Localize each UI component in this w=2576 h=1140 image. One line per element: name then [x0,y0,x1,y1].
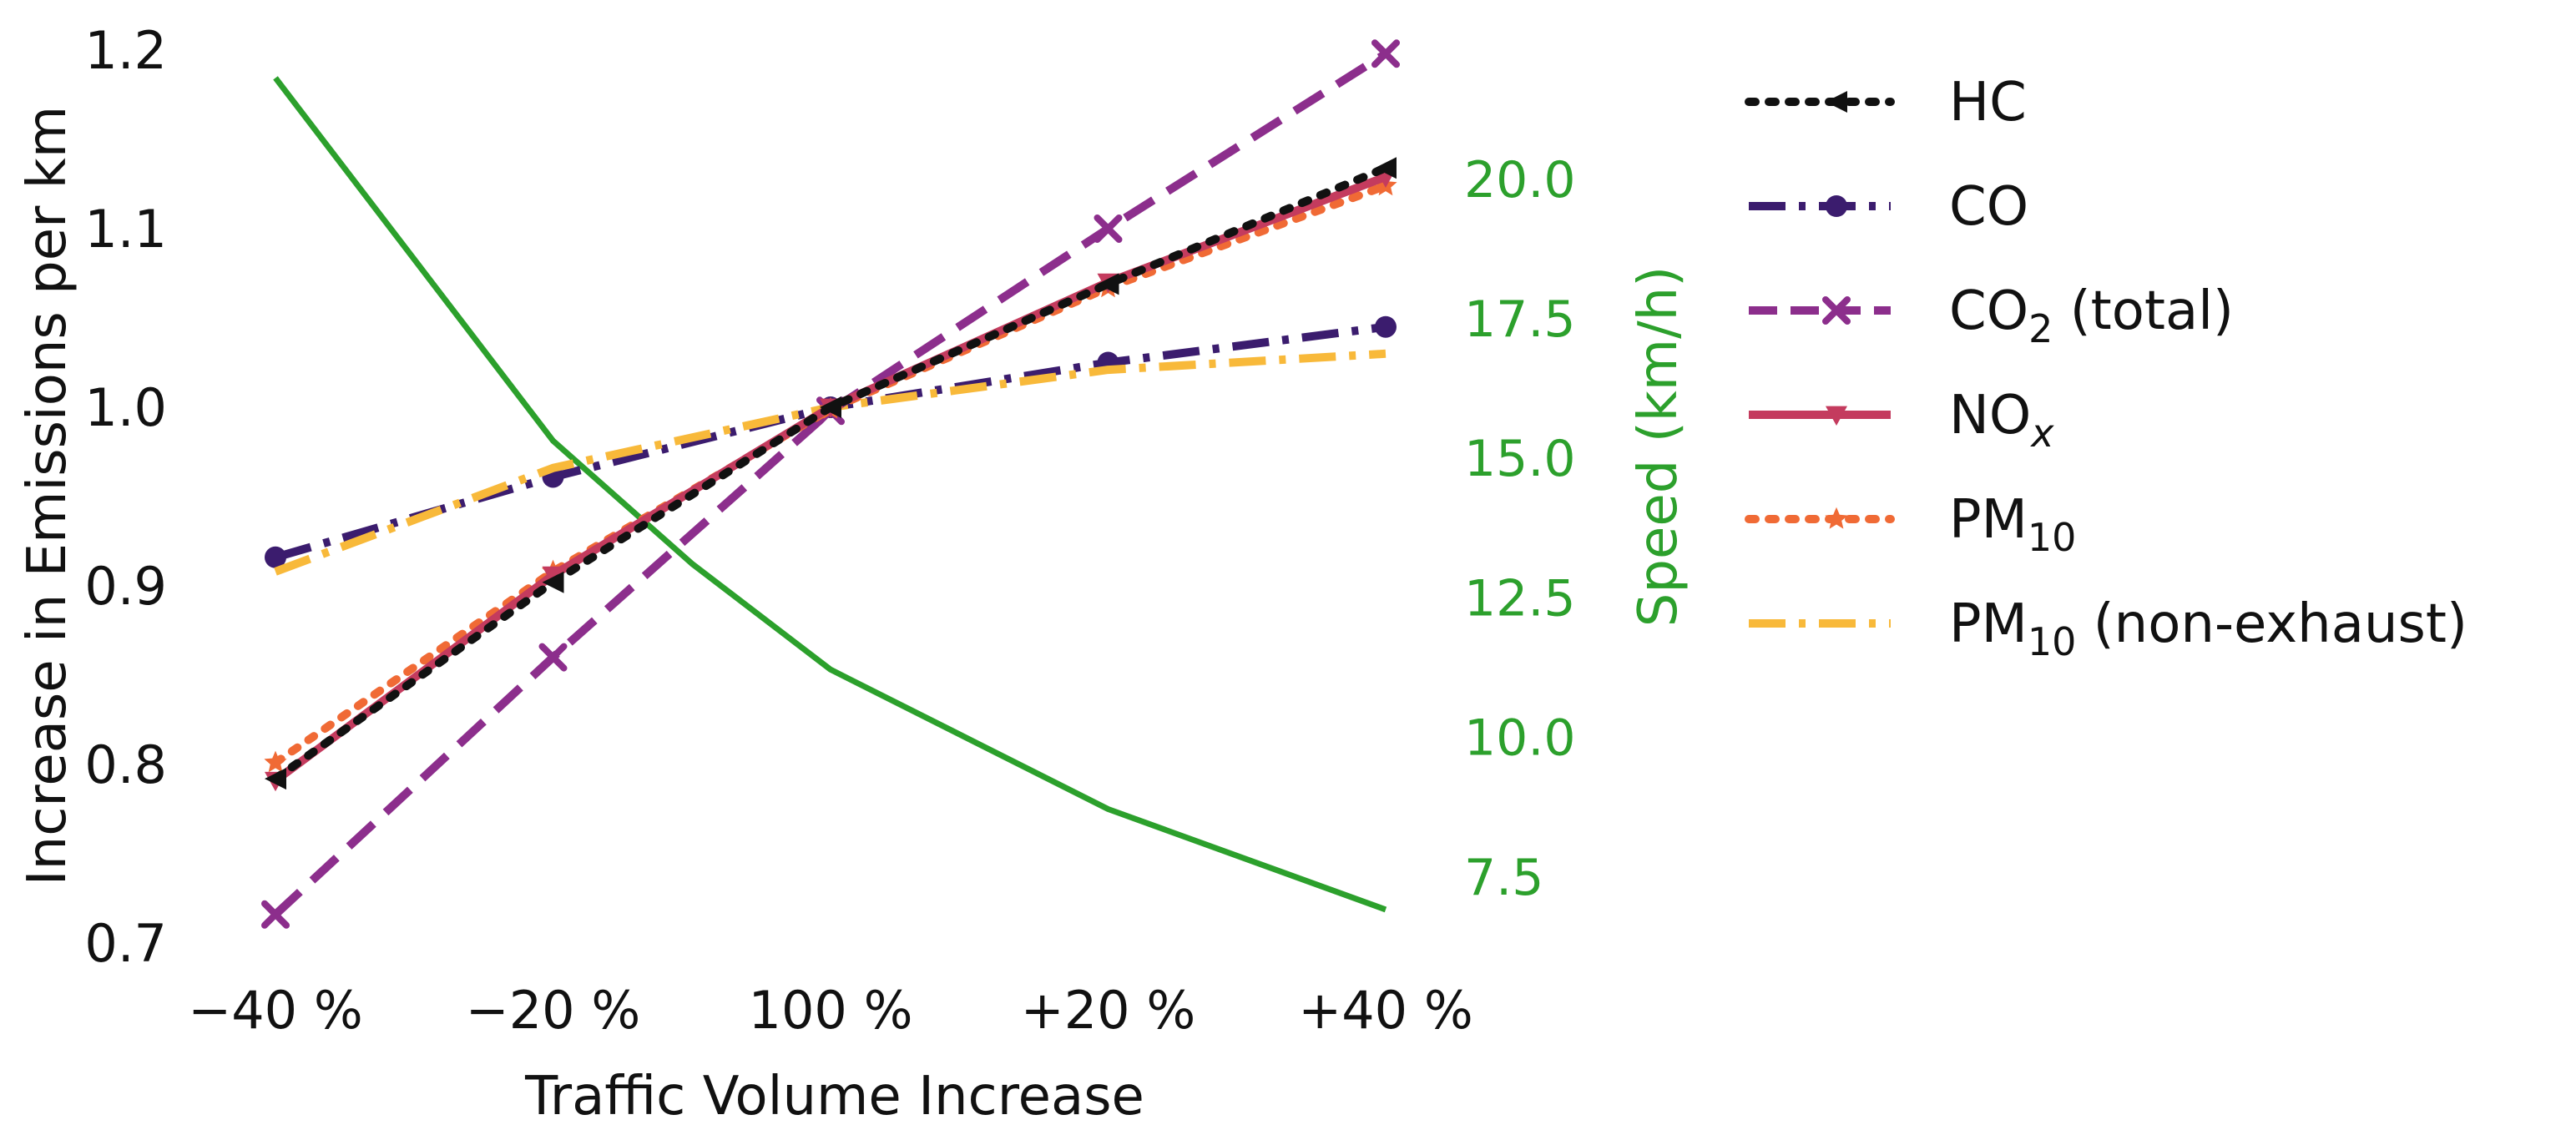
data-point-hc [1097,273,1119,295]
y2-tick-label: 17.5 [1464,290,1576,349]
data-point-co [265,546,286,568]
y-axis-title: Increase in Emissions per km [17,106,78,885]
x-axis-title: Traffic Volume Increase [524,1066,1144,1127]
legend-marker-co [1826,195,1847,217]
legend-marker-pm10 [1825,507,1848,529]
data-point-co2-total [1094,214,1123,243]
legend-marker-nox [1826,406,1847,426]
legend-label-pm10: PM10 [1949,489,2076,560]
data-point-nox [542,566,564,587]
data-point-hc [542,571,564,593]
legend-label-co2-total: CO2 (total) [1949,280,2234,351]
x-tick-label: +40 % [1298,980,1472,1041]
y2-tick-label: 10.0 [1464,709,1576,768]
y2-axis-title: Speed (km/h) [1628,266,1690,627]
legend-label-hc: HC [1949,72,2027,134]
y-tick-label: 1.1 [84,199,167,260]
legend-marker-hc [1826,91,1847,113]
x-tick-label: 100 % [749,980,913,1041]
y-tick-label: 0.9 [84,556,167,617]
series-line-speed [273,76,1387,913]
data-point-co2-total [261,900,290,929]
series-line-nox [273,173,1387,784]
y-tick-label: 1.2 [84,20,167,81]
x-tick-label: −20 % [466,980,640,1041]
y-tick-label: 1.0 [84,377,167,438]
y2-tick-label: 20.0 [1464,151,1576,209]
data-point-hc [265,768,286,790]
x-tick-label: +20 % [1021,980,1195,1041]
data-point-pm10 [264,750,287,773]
x-tick-label: −40 % [188,980,362,1041]
data-point-co2-total [538,643,568,672]
legend-marker-co2-total [1822,296,1851,325]
legend-label-nox: NOx [1949,385,2054,456]
legend-label-pm10-non-exhaust: PM10 (non-exhaust) [1949,593,2467,664]
y-tick-label: 0.8 [84,734,167,795]
y2-tick-label: 12.5 [1464,569,1576,628]
y-tick-label: 0.7 [84,913,167,974]
legend-label-co: CO [1949,176,2028,238]
y2-tick-label: 7.5 [1464,849,1543,907]
series-line-co2-total [272,50,1388,918]
series-line-pm10 [271,181,1390,767]
series-line-co [274,322,1386,562]
data-point-hc [1375,157,1397,179]
y2-tick-label: 15.0 [1464,430,1576,488]
data-point-co [1375,315,1397,338]
series-line-hc [271,164,1390,784]
data-point-co2-total [1371,39,1400,68]
data-point-hc [820,396,841,418]
series-line-pm10-non-exhaust [274,349,1386,576]
